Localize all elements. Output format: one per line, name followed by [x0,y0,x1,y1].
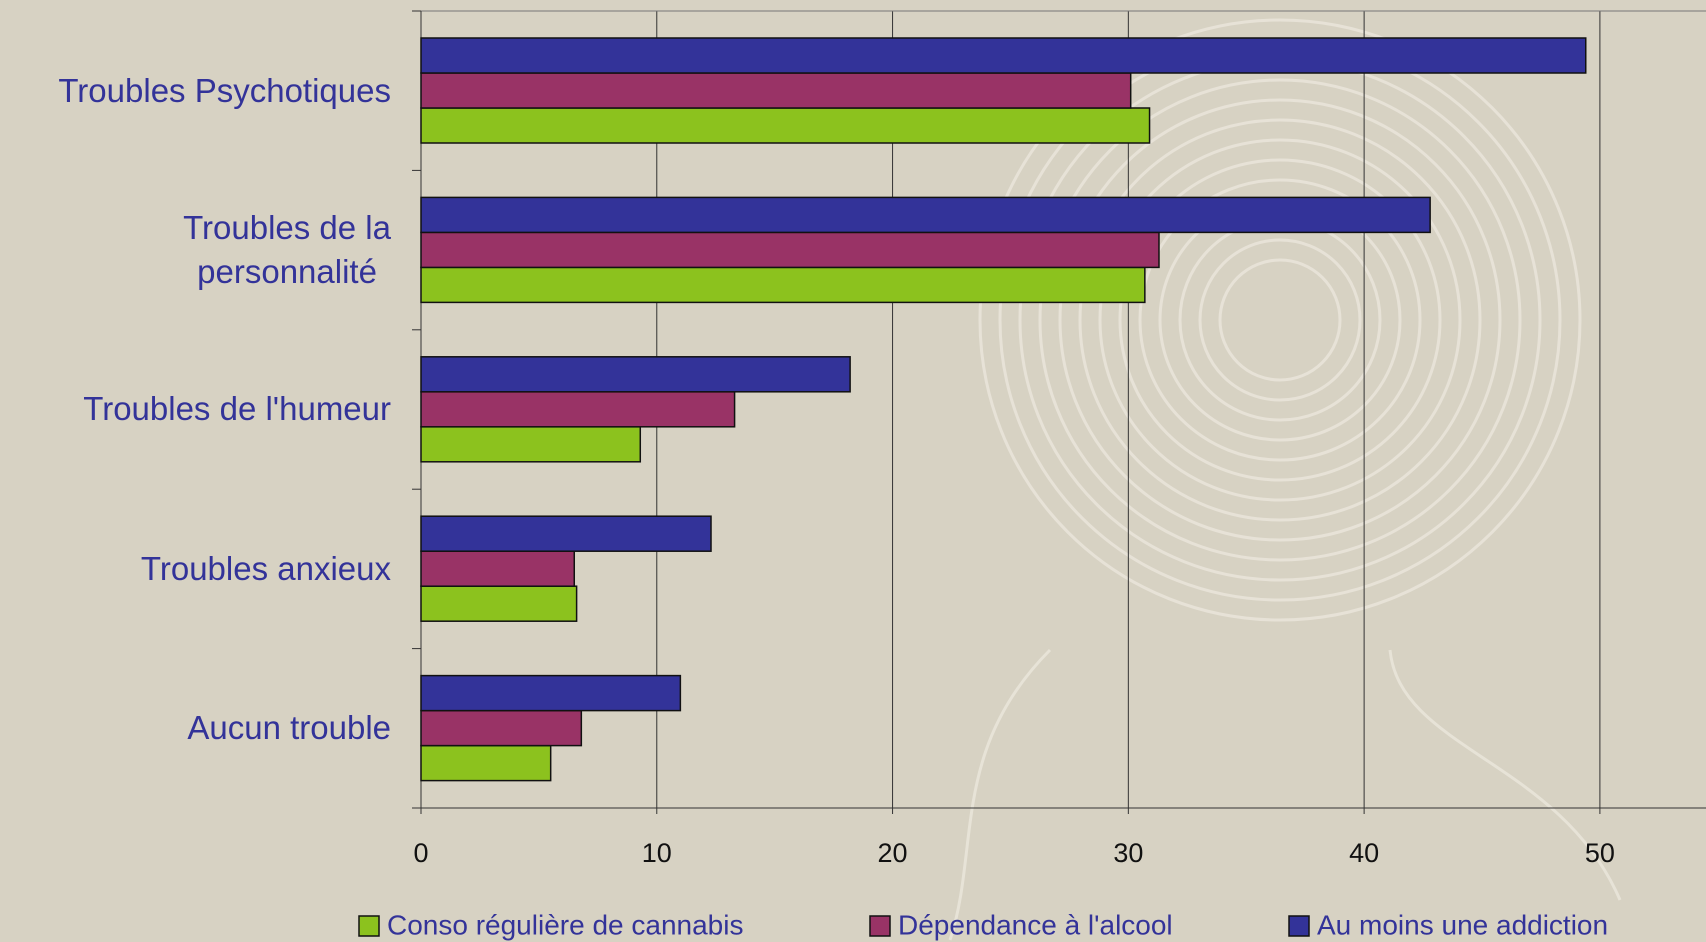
legend-label: Dépendance à l'alcool [898,909,1173,940]
x-tick-label: 50 [1585,838,1615,868]
x-tick-label: 40 [1349,838,1379,868]
background-spiral [950,20,1620,940]
legend-swatch [359,916,379,936]
bar [421,108,1150,143]
bar [421,232,1159,267]
x-tick-label: 30 [1113,838,1143,868]
bar [421,551,574,586]
bar [421,392,735,427]
bar [421,746,551,781]
bar [421,516,711,551]
legend-swatch [870,916,890,936]
bar [421,267,1145,302]
legend-label: Conso régulière de cannabis [387,909,743,940]
chart: 0 10 20 30 40 50 Conso régulière de cannabis Dé… [0,0,1706,942]
y-tick-label: Troubles de la personnalité [183,206,391,294]
y-tick-label: Troubles anxieux [141,547,391,591]
legend-swatch [1289,916,1309,936]
bar [421,427,640,462]
x-tick-label: 10 [642,838,672,868]
y-tick-label: Troubles Psychotiques [58,69,391,113]
bar [421,711,581,746]
bar [421,586,577,621]
bar [421,357,850,392]
chart-canvas: 0 10 20 30 40 50 Conso régulière de cannabis Dé… [0,0,1706,942]
bar [421,676,680,711]
y-tick-label: Troubles de l'humeur [83,387,391,431]
x-tick-label: 0 [413,838,428,868]
bar [421,73,1131,108]
y-tick-label: Aucun trouble [187,706,391,750]
bar [421,38,1586,73]
x-tick-label: 20 [878,838,908,868]
bar [421,197,1430,232]
legend-label: Au moins une addiction [1317,909,1608,940]
